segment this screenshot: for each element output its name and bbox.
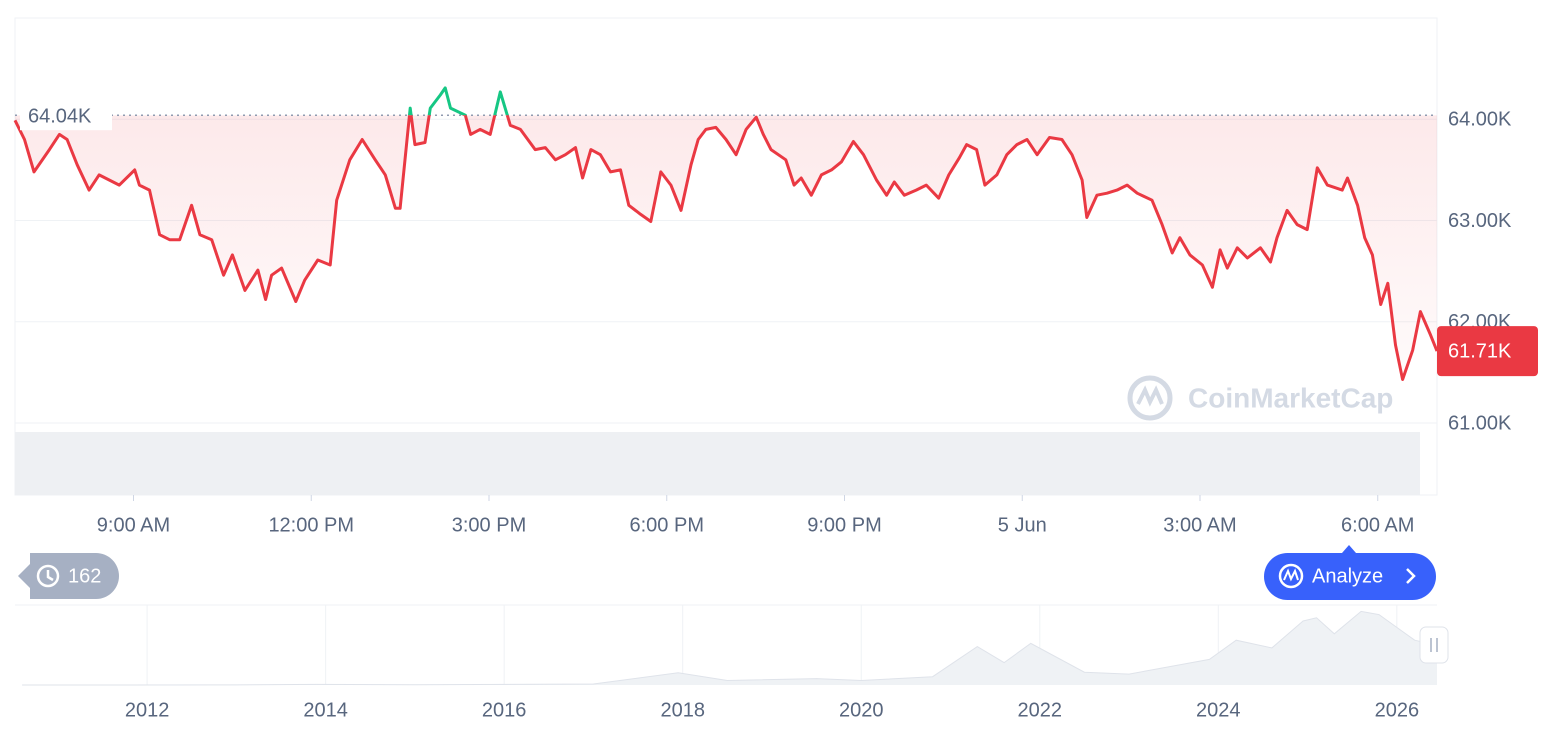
x-tick-label: 2018 <box>660 699 705 721</box>
reference-label: 64.04K <box>28 105 92 127</box>
x-tick-label: 6:00 AM <box>1341 514 1414 536</box>
area-fill <box>15 115 1437 380</box>
x-tick-label: 12:00 PM <box>268 514 354 536</box>
x-tick-label: 2014 <box>303 699 348 721</box>
watermark: CoinMarketCap <box>1188 382 1393 413</box>
x-tick-label: 3:00 AM <box>1163 514 1236 536</box>
navigator-handle[interactable] <box>1419 626 1449 664</box>
y-tick-label: 63.00K <box>1448 210 1512 232</box>
last-price-label: 61.71K <box>1448 340 1512 362</box>
history-badge[interactable]: 162 <box>18 553 119 599</box>
x-tick-label: 9:00 PM <box>807 514 881 536</box>
x-tick-label: 2024 <box>1196 699 1241 721</box>
y-tick-label: 61.00K <box>1448 412 1512 434</box>
analyze-pointer <box>1342 545 1356 553</box>
last-price-badge <box>1437 326 1538 377</box>
x-tick-label: 2012 <box>125 699 170 721</box>
analyze-button[interactable]: Analyze <box>1264 553 1436 600</box>
x-tick-label: 2022 <box>1018 699 1063 721</box>
analyze-label: Analyze <box>1312 565 1383 587</box>
reference-label-bg <box>20 100 112 131</box>
navigator-line <box>22 610 1438 686</box>
x-tick-label: 6:00 PM <box>630 514 704 536</box>
volume-band <box>15 432 1420 495</box>
x-tick-label: 2020 <box>839 699 884 721</box>
watermark-logo <box>1127 375 1173 421</box>
x-tick-label: 5 Jun <box>998 514 1047 536</box>
history-count: 162 <box>68 565 101 587</box>
price-line <box>13 115 1439 381</box>
x-tick-label: 9:00 AM <box>97 514 170 536</box>
x-tick-label: 3:00 PM <box>452 514 526 536</box>
navigator-area <box>22 611 1438 685</box>
x-tick-label: 2016 <box>482 699 527 721</box>
x-tick-label: 2026 <box>1375 699 1420 721</box>
y-tick-label: 64.00K <box>1448 109 1512 131</box>
